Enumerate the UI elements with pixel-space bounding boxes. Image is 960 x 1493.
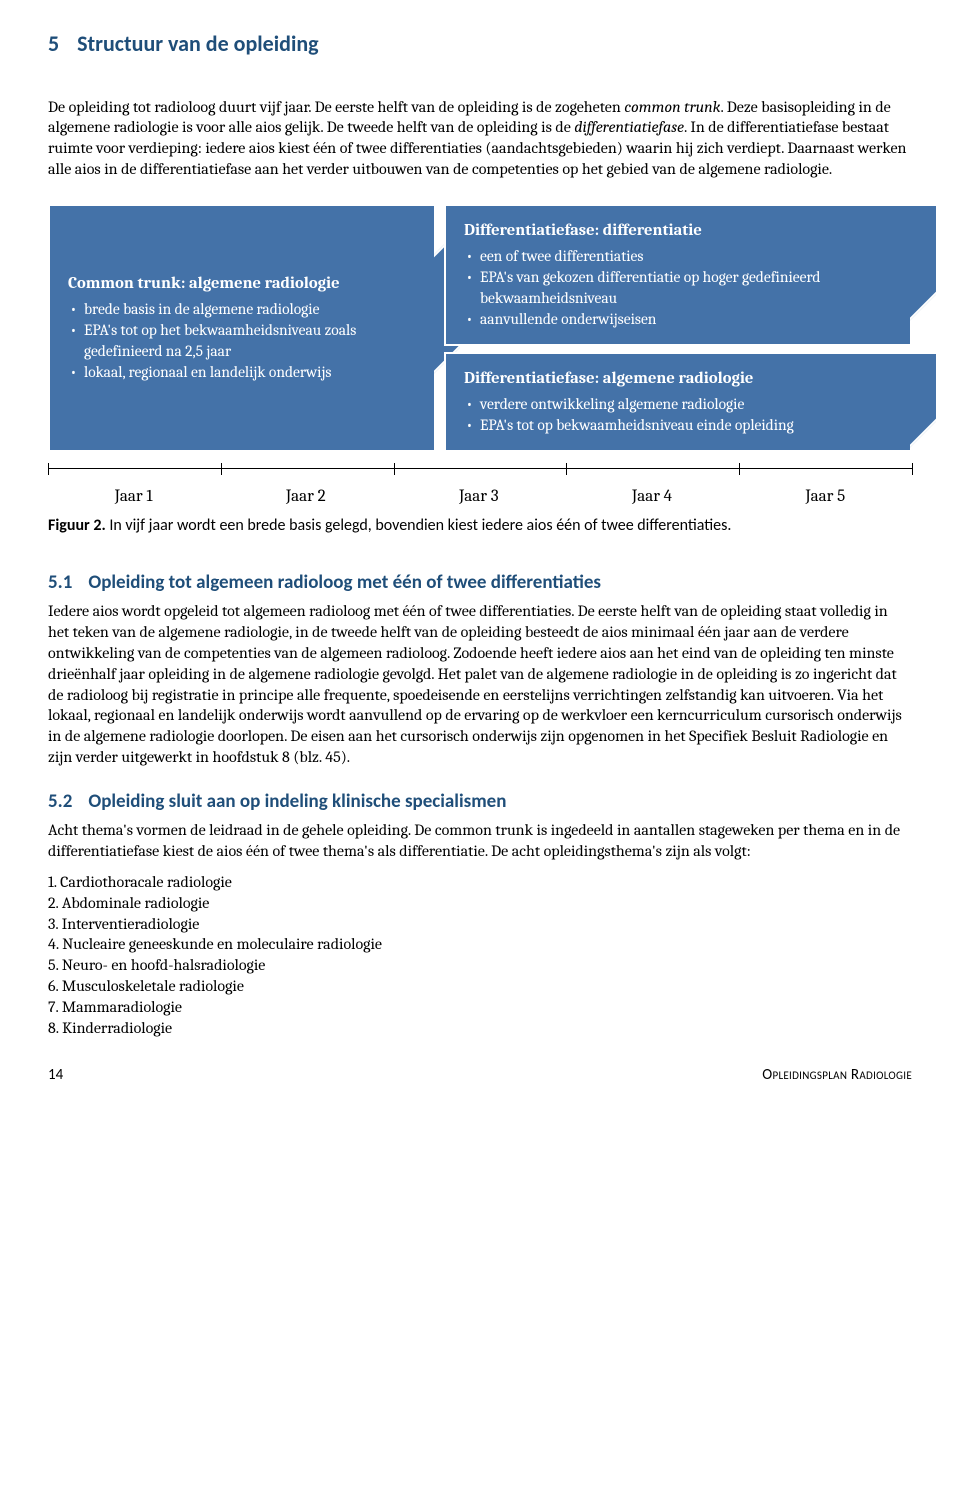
timeline-tick	[912, 463, 913, 475]
theme-item: 6. Musculoskeletale radiologie	[48, 976, 912, 997]
year-label: Jaar 5	[806, 486, 846, 508]
algemene-radiologie-list: verdere ontwikkeling algemene radiologie…	[464, 394, 876, 436]
diagram-left-column: Common trunk: algemene radiologie brede …	[48, 204, 436, 452]
subsection-title: Opleiding sluit aan op indeling klinisch…	[88, 790, 506, 813]
page-number: 14	[48, 1066, 63, 1086]
theme-item: 4. Nucleaire geneeskunde en moleculaire …	[48, 934, 912, 955]
themes-list: 1. Cardiothoracale radiologie 2. Abdomin…	[48, 872, 912, 1038]
structure-diagram: Common trunk: algemene radiologie brede …	[48, 204, 912, 452]
document-title: Opleidingsplan Radiologie	[762, 1066, 912, 1086]
theme-item: 1. Cardiothoracale radiologie	[48, 872, 912, 893]
theme-item: 8. Kinderradiologie	[48, 1018, 912, 1039]
differentiatie-block: Differentiatiefase: differentiatie een o…	[444, 204, 912, 346]
timeline-tick	[48, 463, 49, 475]
list-item: een of twee differentiaties	[478, 246, 876, 267]
timeline-tick	[739, 463, 740, 475]
intro-paragraph: De opleiding tot radioloog duurt vijf ja…	[48, 97, 912, 180]
figure-number: Figuur 2.	[48, 516, 106, 535]
common-trunk-title: Common trunk: algemene radiologie	[68, 273, 400, 295]
figure-caption: Figuur 2. In vijf jaar wordt een brede b…	[48, 516, 912, 537]
subsection-number: 5.1	[48, 571, 72, 594]
theme-item: 7. Mammaradiologie	[48, 997, 912, 1018]
list-item: brede basis in de algemene radiologie	[82, 299, 400, 320]
theme-item: 5. Neuro- en hoofd-halsradiologie	[48, 955, 912, 976]
section-number: 5	[48, 30, 59, 57]
algemene-radiologie-block: Differentiatiefase: algemene radiologie …	[444, 352, 912, 452]
year-label: Jaar 1	[115, 486, 153, 508]
intro-em-1: common trunk	[624, 98, 720, 116]
intro-em-2: differentiatiefase	[574, 118, 684, 136]
section-title: Structuur van de opleiding	[77, 30, 318, 57]
timeline-tick	[394, 463, 395, 475]
common-trunk-list: brede basis in de algemene radiologie EP…	[68, 299, 400, 383]
intro-text-a: De opleiding tot radioloog duurt vijf ja…	[48, 98, 624, 116]
year-timeline	[48, 468, 912, 488]
year-labels: Jaar 1 Jaar 2 Jaar 3 Jaar 4 Jaar 5	[48, 486, 912, 508]
page-footer: 14 Opleidingsplan Radiologie	[48, 1066, 912, 1086]
list-item: EPA's van gekozen differentiatie op hoge…	[478, 267, 876, 309]
year-label: Jaar 4	[632, 486, 672, 508]
year-label: Jaar 2	[286, 486, 326, 508]
list-item: lokaal, regionaal en landelijk onderwijs	[82, 362, 400, 383]
common-trunk-block: Common trunk: algemene radiologie brede …	[48, 204, 436, 452]
subsection-heading-5-1: 5.1 Opleiding tot algemeen radioloog met …	[48, 571, 912, 596]
arrow-tip-icon	[910, 354, 936, 450]
theme-item: 2. Abdominale radiologie	[48, 893, 912, 914]
list-item: aanvullende onderwijseisen	[478, 309, 876, 330]
year-label: Jaar 3	[459, 486, 498, 508]
timeline-tick	[221, 463, 222, 475]
differentiatie-title: Differentiatiefase: differentiatie	[464, 220, 876, 242]
differentiatie-list: een of twee differentiaties EPA's van ge…	[464, 246, 876, 330]
subsection-number: 5.2	[48, 790, 72, 813]
figure-caption-text: In vijf jaar wordt een brede basis geleg…	[106, 516, 732, 535]
list-item: EPA's tot op bekwaamheidsniveau einde op…	[478, 415, 876, 436]
timeline-tick	[566, 463, 567, 475]
list-item: verdere ontwikkeling algemene radiologie	[478, 394, 876, 415]
list-item: EPA's tot op het bekwaamheidsniveau zoal…	[82, 320, 400, 362]
section-5-2-body: Acht thema's vormen de leidraad in de ge…	[48, 820, 912, 862]
section-heading: 5 Structuur van de opleiding	[48, 30, 912, 59]
arrow-tip-icon	[910, 206, 936, 344]
section-5-1-body: Iedere aios wordt opgeleid tot algemeen …	[48, 601, 912, 767]
theme-item: 3. Interventieradiologie	[48, 914, 912, 935]
algemene-radiologie-title: Differentiatiefase: algemene radiologie	[464, 368, 876, 390]
subsection-title: Opleiding tot algemeen radioloog met één…	[88, 571, 601, 594]
subsection-heading-5-2: 5.2 Opleiding sluit aan op indeling klini…	[48, 790, 912, 815]
diagram-right-column: Differentiatiefase: differentiatie een o…	[444, 204, 912, 452]
